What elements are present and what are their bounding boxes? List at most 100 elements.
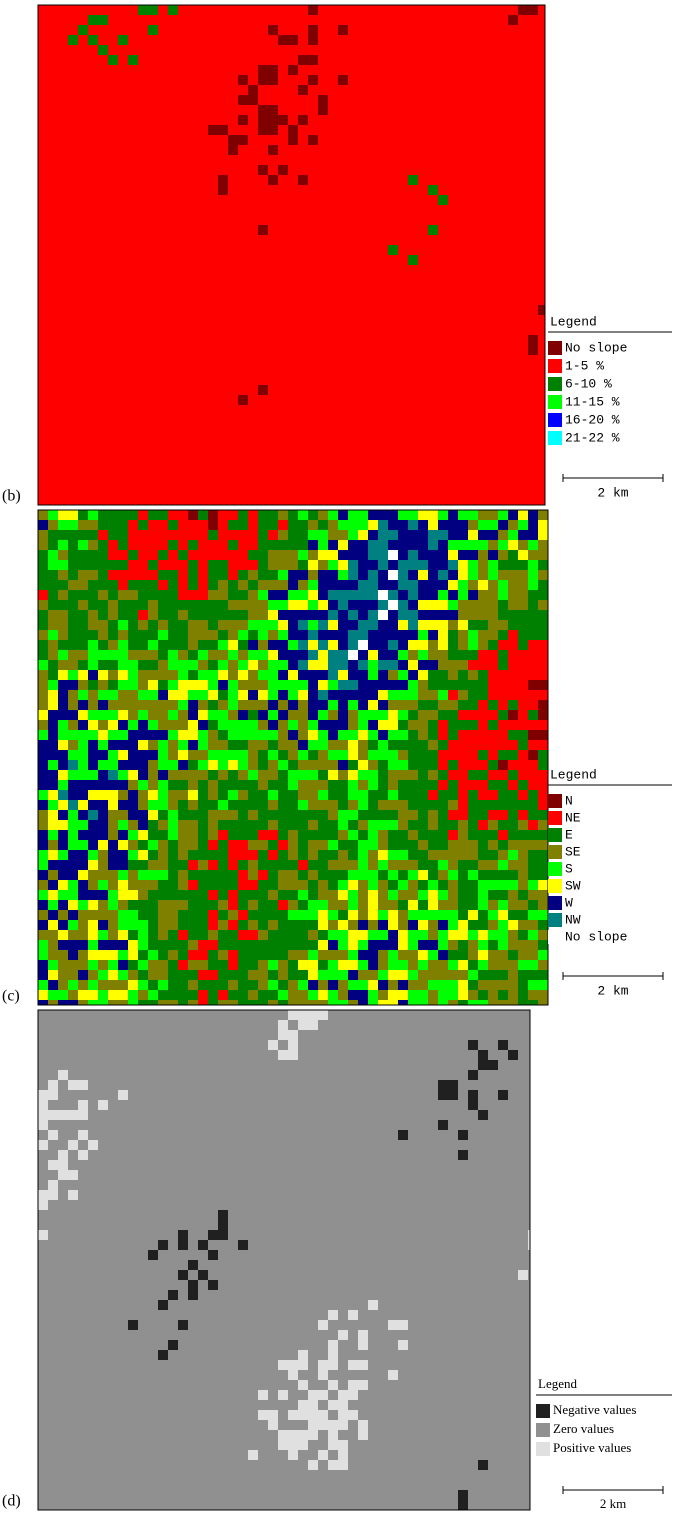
map-cell (348, 960, 358, 970)
map-cell (88, 760, 98, 770)
map-cell (58, 385, 68, 395)
map-cell (288, 5, 298, 15)
map-cell (378, 135, 388, 145)
map-cell (118, 395, 128, 405)
map-cell (98, 790, 108, 800)
map-cell (458, 335, 468, 345)
map-cell (158, 780, 168, 790)
map-cell (478, 285, 488, 295)
map-cell (338, 890, 348, 900)
map-cell (168, 670, 178, 680)
map-cell (228, 970, 238, 980)
map-cell (78, 405, 88, 415)
map-cell (228, 800, 238, 810)
map-cell (508, 770, 518, 780)
map-cell (408, 35, 418, 45)
map-cell (178, 620, 188, 630)
map-cell (408, 870, 418, 880)
map-cell (278, 800, 288, 810)
map-cell (448, 930, 458, 940)
map-cell (328, 640, 338, 650)
map-cell (168, 800, 178, 810)
map-cell (308, 540, 318, 550)
map-cell (188, 900, 198, 910)
map-cell (388, 455, 398, 465)
map-cell (488, 175, 498, 185)
map-cell (178, 435, 188, 445)
map-cell (228, 395, 238, 405)
map-cell (218, 475, 228, 485)
map-cell (438, 900, 448, 910)
map-cell (258, 720, 268, 730)
map-cell (318, 630, 328, 640)
map-cell (68, 540, 78, 550)
map-cell (448, 740, 458, 750)
map-cell (508, 65, 518, 75)
map-cell (258, 355, 268, 365)
map-cell (228, 780, 238, 790)
map-cell (108, 95, 118, 105)
map-cell (488, 105, 498, 115)
map-cell (108, 135, 118, 145)
map-cell (448, 105, 458, 115)
map-cell (278, 920, 288, 930)
map-cell (488, 820, 498, 830)
map-cell (148, 650, 158, 660)
map-cell (298, 630, 308, 640)
map-cell (98, 920, 108, 930)
map-cell (208, 175, 218, 185)
map-cell (298, 540, 308, 550)
map-cell (228, 540, 238, 550)
map-cell (118, 345, 128, 355)
map-cell (378, 315, 388, 325)
map-cell (38, 650, 48, 660)
map-cell (458, 455, 468, 465)
map-cell (138, 540, 148, 550)
map-cell (258, 870, 268, 880)
map-cell (98, 650, 108, 660)
map-cell (38, 890, 48, 900)
map-cell (358, 620, 368, 630)
map-cell (168, 485, 178, 495)
map-cell (468, 810, 478, 820)
map-cell (358, 245, 368, 255)
map-cell (498, 15, 508, 25)
map-cell (198, 670, 208, 680)
map-cell (488, 225, 498, 235)
map-cell (488, 25, 498, 35)
legend-title: Legend (550, 314, 597, 329)
map-cell (468, 145, 478, 155)
map-cell (508, 610, 518, 620)
map-cell (268, 980, 278, 990)
map-cell (278, 125, 288, 135)
map-cell (208, 550, 218, 560)
map-cell (128, 265, 138, 275)
map-cell (318, 510, 328, 520)
map-cell (278, 105, 288, 115)
map-cell (238, 670, 248, 680)
map-cell (238, 465, 248, 475)
map-cell (318, 980, 328, 990)
map-cell (158, 600, 168, 610)
map-cell (398, 335, 408, 345)
map-cell (338, 255, 348, 265)
map-cell (448, 970, 458, 980)
map-cell (258, 750, 268, 760)
map-cell (148, 315, 158, 325)
map-cell (278, 820, 288, 830)
map-cell (528, 600, 538, 610)
map-cell (328, 750, 338, 760)
map-cell (208, 95, 218, 105)
map-cell (258, 880, 268, 890)
map-cell (268, 295, 278, 305)
map-cell (228, 365, 238, 375)
map-cell (188, 345, 198, 355)
map-cell (98, 315, 108, 325)
map-cell (538, 680, 548, 690)
map-cell (298, 860, 308, 870)
map-cell (298, 105, 308, 115)
map-cell (358, 730, 368, 740)
map-cell (58, 820, 68, 830)
map-cell (538, 970, 548, 980)
map-cell (458, 870, 468, 880)
